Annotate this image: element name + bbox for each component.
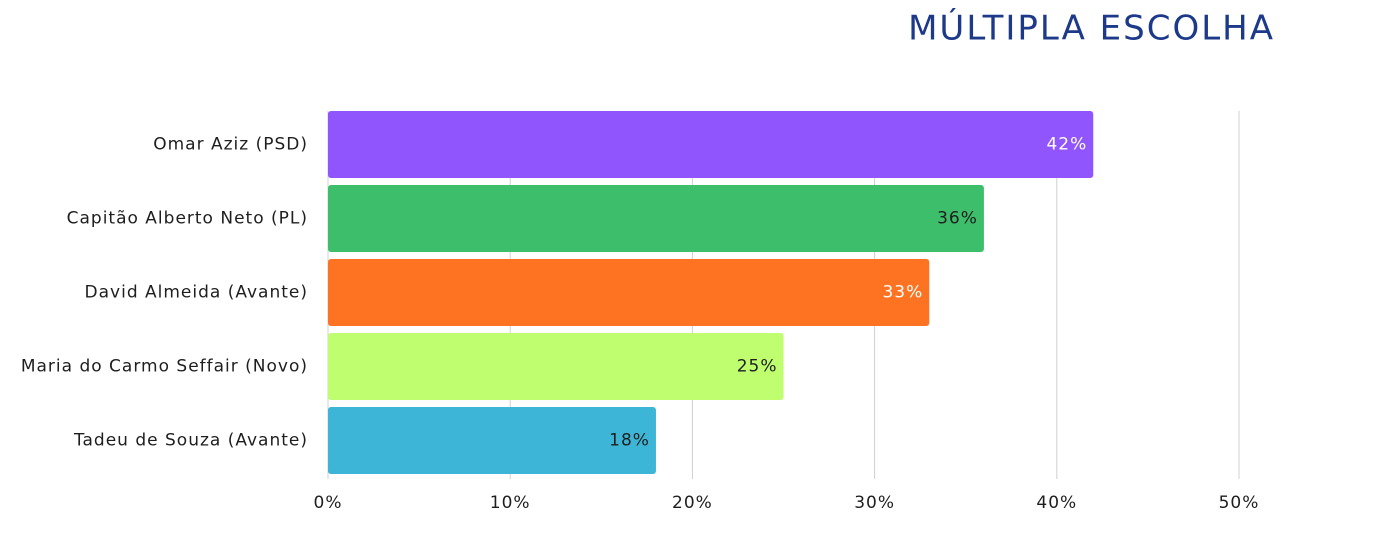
value-label: 36% [937, 209, 978, 229]
bar [328, 185, 984, 252]
y-tick-label: Maria do Carmo Seffair (Novo) [21, 357, 308, 377]
bar [328, 333, 784, 400]
chart-title: MÚLTIPLA ESCOLHA [908, 8, 1275, 49]
x-tick-label: 0% [314, 493, 343, 513]
bar [328, 407, 656, 474]
value-label: 25% [737, 357, 778, 377]
x-tick-label: 20% [672, 493, 713, 513]
x-tick-label: 50% [1219, 493, 1260, 513]
y-tick-label: Capitão Alberto Neto (PL) [67, 209, 308, 229]
x-tick-label: 40% [1036, 493, 1077, 513]
value-label: 33% [882, 283, 923, 303]
bar [328, 259, 930, 326]
y-tick-label: Tadeu de Souza (Avante) [73, 431, 308, 451]
bar [328, 111, 1094, 178]
value-label: 42% [1046, 135, 1087, 155]
x-tick-label: 10% [490, 493, 531, 513]
value-label: 18% [609, 431, 650, 451]
y-tick-label: David Almeida (Avante) [85, 283, 308, 303]
y-tick-label: Omar Aziz (PSD) [153, 135, 308, 155]
x-tick-label: 30% [854, 493, 895, 513]
